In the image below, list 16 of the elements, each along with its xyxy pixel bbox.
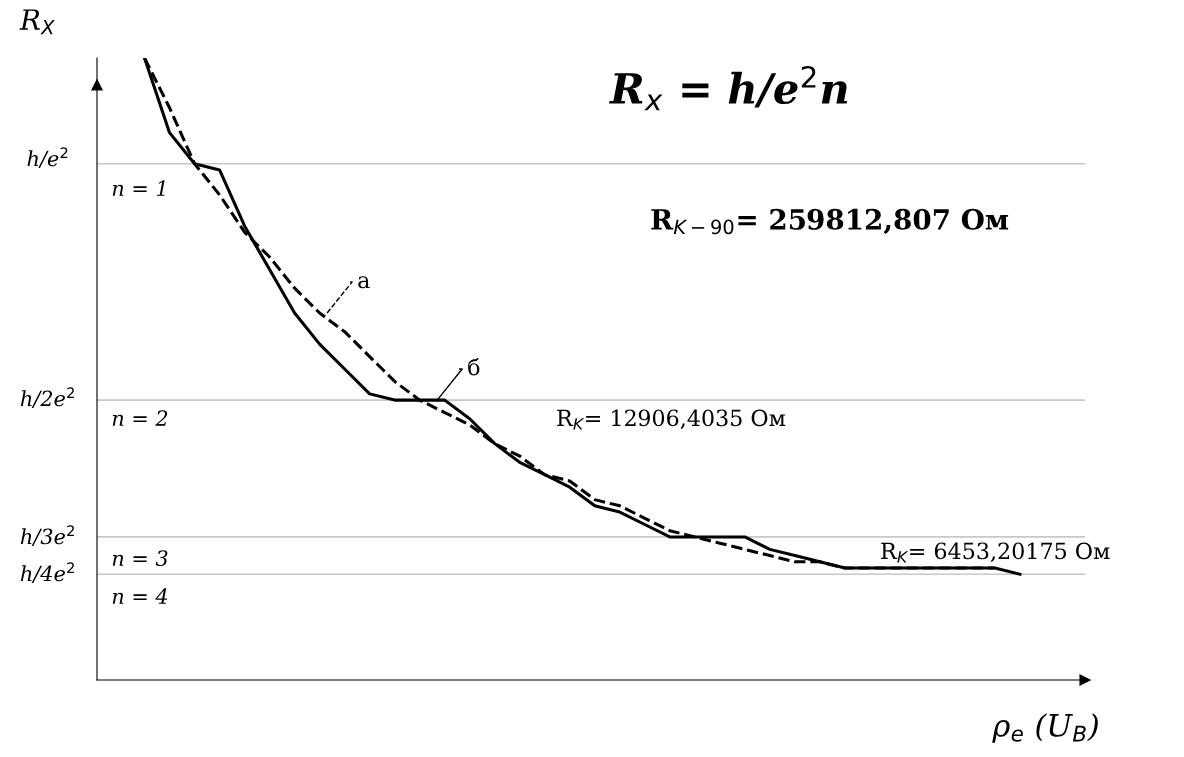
x-axis-title: ρ$_{e}$ (U$_{B}$) <box>992 713 1098 743</box>
annotation: R$_{K}$= 6453,20175 Ом <box>881 542 1110 563</box>
y-axis-title: R$_{X}$ <box>19 9 55 35</box>
text: h/3e$^{2}$ <box>20 525 74 546</box>
annotation: n = 1 <box>112 180 165 196</box>
annotation: n = 3 <box>112 550 168 567</box>
annotation: n = 4 <box>112 588 168 604</box>
series-label: б <box>468 357 480 376</box>
annotation: R$_{K−90}$= 259812,807 Ом <box>651 208 1009 235</box>
chart-title: R$_{x}$ = h/e$^{2}$n <box>609 65 848 111</box>
text: h/2e$^{2}$ <box>20 387 74 408</box>
text: h/4e$^{2}$ <box>20 562 74 583</box>
annotation: R$_{K}$= 12906,4035 Ом <box>557 409 786 430</box>
annotation: n = 2 <box>112 410 168 426</box>
text: h/e$^{2}$ <box>27 147 68 168</box>
legend-label: а <box>358 276 370 289</box>
